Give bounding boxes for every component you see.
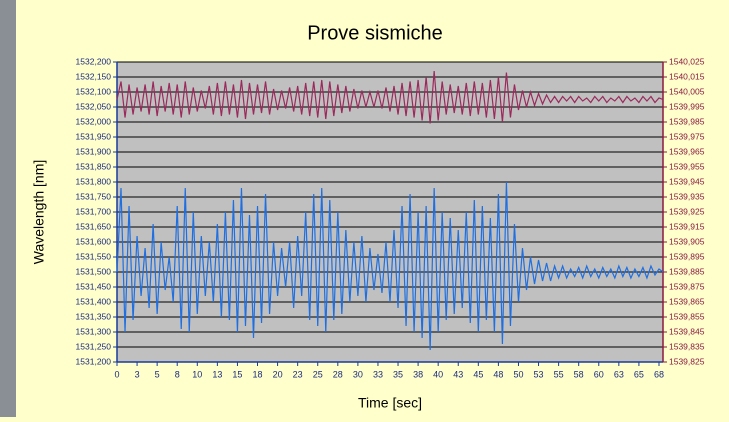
- y-tick-label: 1531,750: [76, 191, 112, 201]
- y-tick-label: 1531,650: [76, 221, 112, 231]
- y-tick-label: 1531,300: [76, 326, 112, 336]
- x-axis-title: Time [sec]: [358, 395, 422, 411]
- y2-tick-label: 1539,895: [669, 251, 705, 261]
- y2-tick-label: 1539,975: [669, 131, 705, 141]
- x-tick-label: 55: [554, 369, 564, 379]
- x-tick-label: 33: [373, 369, 383, 379]
- y-tick-label: 1531,400: [76, 296, 112, 306]
- x-tick-label: 5: [155, 369, 160, 379]
- y-tick-label: 1532,050: [76, 101, 112, 111]
- x-tick-label: 53: [534, 369, 544, 379]
- x-tick-label: 20: [273, 369, 283, 379]
- x-tick-label: 60: [594, 369, 604, 379]
- y-tick-label: 1531,700: [76, 206, 112, 216]
- y-tick-label: 1531,200: [76, 356, 112, 366]
- x-tick-label: 48: [493, 369, 503, 379]
- y2-tick-label: 1539,995: [669, 101, 705, 111]
- y2-tick-label: 1539,885: [669, 266, 705, 276]
- x-tick-label: 8: [175, 369, 180, 379]
- data-line: [116, 70, 664, 124]
- x-tick-label: 28: [333, 369, 343, 379]
- x-tick-label: 43: [453, 369, 463, 379]
- chart-title: Prove sismiche: [307, 22, 443, 44]
- x-tick-label: 25: [313, 369, 323, 379]
- y-tick-label: 1531,850: [76, 161, 112, 171]
- x-tick-label: 10: [192, 369, 202, 379]
- x-tick-label: 30: [353, 369, 363, 379]
- y-tick-label: 1531,350: [76, 311, 112, 321]
- y2-tick-label: 1540,025: [669, 56, 705, 66]
- y2-tick-label: 1540,005: [669, 86, 705, 96]
- y-tick-label: 1531,800: [76, 176, 112, 186]
- y2-tick-label: 1539,945: [669, 176, 705, 186]
- x-tick-label: 0: [114, 369, 119, 379]
- y2-tick-label: 1539,835: [669, 341, 705, 351]
- y-axis-title: Wavelength [nm]: [31, 160, 47, 265]
- background-photo-strip: [0, 0, 16, 417]
- y-tick-label: 1531,900: [76, 146, 112, 156]
- y-tick-label: 1531,450: [76, 281, 112, 291]
- x-tick-label: 18: [253, 369, 263, 379]
- x-tick-label: 13: [212, 369, 222, 379]
- y-tick-label: 1531,950: [76, 131, 112, 141]
- y2-tick-label: 1539,985: [669, 116, 705, 126]
- y-tick-label: 1532,150: [76, 71, 112, 81]
- y-tick-label: 1531,550: [76, 251, 112, 261]
- y-tick-label: 1532,100: [76, 86, 112, 96]
- y2-tick-label: 1539,865: [669, 296, 705, 306]
- x-tick-label: 63: [614, 369, 624, 379]
- x-tick-label: 38: [413, 369, 423, 379]
- y-tick-label: 1531,250: [76, 341, 112, 351]
- x-tick-label: 68: [654, 369, 664, 379]
- y2-tick-label: 1539,875: [669, 281, 705, 291]
- x-tick-label: 23: [293, 369, 303, 379]
- y2-tick-label: 1539,965: [669, 146, 705, 156]
- y2-tick-label: 1539,845: [669, 326, 705, 336]
- y-tick-label: 1531,500: [76, 266, 112, 276]
- y2-tick-label: 1539,905: [669, 236, 705, 246]
- x-tick-label: 35: [393, 369, 403, 379]
- x-tick-label: 65: [634, 369, 644, 379]
- y2-tick-label: 1539,855: [669, 311, 705, 321]
- y2-tick-label: 1539,955: [669, 161, 705, 171]
- x-tick-label: 45: [473, 369, 483, 379]
- x-tick-label: 15: [232, 369, 242, 379]
- y-tick-label: 1532,200: [76, 56, 112, 66]
- y-tick-label: 1531,600: [76, 236, 112, 246]
- y2-tick-label: 1539,925: [669, 206, 705, 216]
- y2-tick-label: 1540,015: [669, 71, 705, 81]
- y2-tick-label: 1539,825: [669, 356, 705, 366]
- x-tick-label: 58: [574, 369, 584, 379]
- x-tick-label: 3: [135, 369, 140, 379]
- y2-tick-label: 1539,935: [669, 191, 705, 201]
- x-tick-label: 40: [433, 369, 443, 379]
- x-tick-label: 50: [513, 369, 523, 379]
- y2-tick-label: 1539,915: [669, 221, 705, 231]
- data-line: [116, 181, 664, 351]
- y-tick-label: 1532,000: [76, 116, 112, 126]
